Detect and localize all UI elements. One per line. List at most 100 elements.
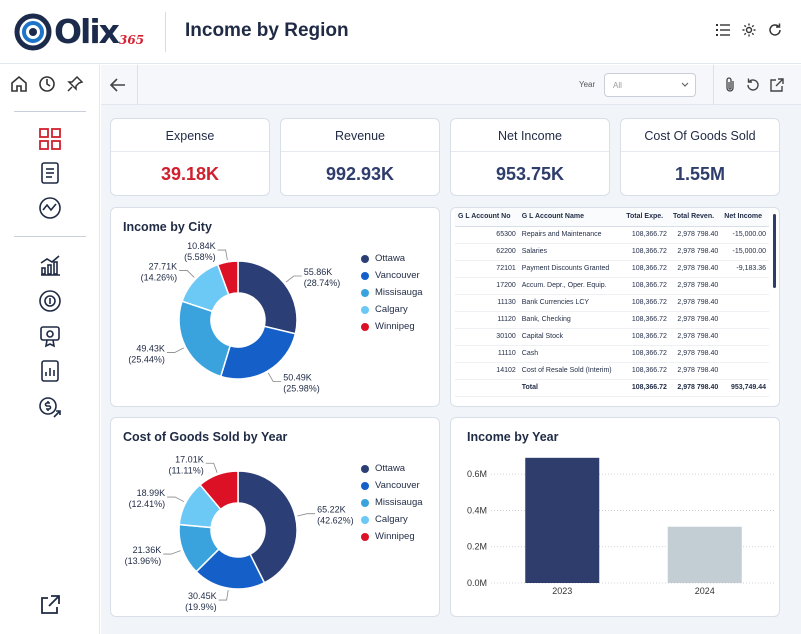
legend-item[interactable]: Missisauga — [361, 494, 423, 511]
kpi-card-net-income[interactable]: Net Income 953.75K — [450, 118, 610, 196]
table-cell: 953,749.44 — [721, 379, 769, 397]
table-row[interactable]: 11130 Bank Currencies LCY 108,366.72 2,978 … — [455, 294, 769, 312]
legend-swatch — [361, 532, 369, 541]
table-cell: 108,366.72 — [623, 328, 670, 346]
list-icon[interactable] — [715, 22, 731, 38]
external-link-icon[interactable] — [38, 593, 62, 617]
table-total-row[interactable]: Total 108,366.72 2,978 798.40 953,749.44 — [455, 379, 769, 397]
donut-slice-winnipeg[interactable] — [216, 260, 239, 296]
reset-icon[interactable] — [745, 77, 761, 93]
donut-slice-ottawa[interactable] — [237, 260, 298, 335]
table-row[interactable]: 72101 Payment Discounts Granted 108,366.72… — [455, 260, 769, 278]
kpi-card-revenue[interactable]: Revenue 992.93K — [280, 118, 440, 196]
table-cell: 11110 — [455, 345, 519, 363]
table-cell: Total — [518, 379, 624, 397]
donut-data-label: 27.71K — [149, 261, 178, 271]
legend-swatch — [361, 271, 369, 280]
legend-item[interactable]: Winnipeg — [361, 528, 423, 545]
table-cell: 2,978 798.40 — [669, 260, 722, 278]
donut-leader-line — [166, 347, 184, 353]
table-cell: 2,978 798.40 — [669, 379, 722, 397]
trend-circle-icon[interactable] — [38, 196, 62, 220]
legend-item[interactable]: Missisauga — [361, 284, 423, 301]
table-row[interactable]: 17200 Accum. Depr., Oper. Equip. 108,366.7… — [455, 277, 769, 295]
logo-sub: 365 — [119, 33, 145, 47]
kpi-value: 992.93K — [325, 164, 395, 184]
kpi-card-expense[interactable]: Expense 39.18K — [110, 118, 270, 196]
pin-icon[interactable] — [66, 75, 84, 93]
kpi-label: Expense — [165, 129, 215, 143]
table-row[interactable]: 11120 Bank, Checking 108,366.72 2,978 798.4… — [455, 311, 769, 329]
cogs-legend: Ottawa Vancouver Missisauga Calgary Winn… — [361, 460, 423, 545]
gl-account-table-card: G L Account No G L Account Name Total Ex… — [450, 207, 780, 407]
currency-cycle-icon[interactable] — [38, 289, 62, 313]
legend-item[interactable]: Calgary — [361, 301, 423, 318]
back-arrow-icon[interactable] — [109, 77, 127, 93]
y-tick-label: 0.0M — [467, 578, 487, 588]
gear-icon[interactable] — [741, 22, 757, 38]
table-cell: 17200 — [455, 277, 519, 295]
income-by-city-donut[interactable]: 55.86K(28.74%) 50.49K(25.98%) 49.43K(25.44… — [111, 208, 441, 408]
table-cell: 2,978 798.40 — [669, 277, 722, 295]
donut-slice-winnipeg[interactable] — [199, 470, 239, 511]
income-by-city-card: Income by City 55.86K (28.74%) 50.49K (25.9… — [110, 207, 440, 407]
clock-icon[interactable] — [38, 75, 56, 93]
legend-label: Winnipeg — [375, 321, 415, 332]
dollar-growth-icon[interactable] — [38, 396, 62, 420]
legend-item[interactable]: Calgary — [361, 511, 423, 528]
table-row[interactable]: 62200 Salaries 108,366.72 2,978 798.40 -15,0… — [455, 243, 769, 261]
kpi-divider — [281, 151, 439, 152]
table-cell: 65300 — [455, 226, 519, 244]
legend-item[interactable]: Ottawa — [361, 250, 423, 267]
column-header[interactable]: G L Account No — [455, 208, 519, 227]
table-cell: -15,000.00 — [721, 243, 769, 261]
home-icon[interactable] — [10, 75, 28, 93]
bar-2023[interactable] — [525, 457, 600, 583]
x-tick-label: 2024 — [695, 586, 715, 596]
kpi-card-cogs[interactable]: Cost Of Goods Sold 1.55M — [620, 118, 780, 196]
cogs-by-year-donut[interactable]: 65.22K(42.62%) 30.45K(19.9%) 21.36K(13.96%… — [111, 418, 441, 618]
open-new-icon[interactable] — [769, 77, 785, 93]
donut-slice-missisauga[interactable] — [178, 300, 232, 378]
legend-item[interactable]: Ottawa — [361, 460, 423, 477]
kpi-label: Net Income — [498, 129, 562, 143]
donut-percent-label: (12.41%) — [129, 499, 166, 509]
legend-item[interactable]: Vancouver — [361, 267, 423, 284]
bar-2024[interactable] — [667, 526, 742, 583]
analytics-report-icon[interactable] — [38, 359, 62, 383]
olix-logo[interactable]: Olix 365 — [14, 11, 146, 53]
table-row[interactable]: 30100 Capital Stock 108,366.72 2,978 798.40 — [455, 328, 769, 346]
table-cell: -15,000.00 — [721, 226, 769, 244]
sidebar-divider — [14, 111, 86, 112]
sidebar — [0, 65, 100, 634]
table-cell — [721, 277, 769, 295]
donut-percent-label: (25.98%) — [283, 384, 320, 394]
legend-label: Ottawa — [375, 463, 406, 474]
dashboard-grid-icon[interactable] — [38, 127, 62, 151]
refresh-icon[interactable] — [767, 22, 783, 38]
table-row[interactable]: 65300 Repairs and Maintenance 108,366.72 2,… — [455, 226, 769, 244]
certificate-icon[interactable] — [38, 324, 62, 348]
donut-slice-ottawa[interactable] — [237, 470, 298, 584]
income-by-year-bar-chart[interactable]: 0.0M 0.2M 0.4M 0.6M 2023 2024 — [451, 418, 781, 618]
column-header[interactable]: Total Reven. — [669, 208, 722, 227]
donut-slice-vancouver[interactable] — [219, 325, 297, 380]
report-document-icon[interactable] — [38, 161, 62, 185]
donut-data-label: 55.86K — [304, 267, 333, 277]
column-header[interactable]: G L Account Name — [518, 208, 624, 227]
column-header[interactable]: Net Income — [721, 208, 769, 227]
attachment-icon[interactable] — [723, 77, 737, 93]
legend-item[interactable]: Winnipeg — [361, 318, 423, 335]
legend-label: Vancouver — [375, 480, 420, 491]
donut-data-label: 18.99K — [137, 488, 166, 498]
toolbar-divider — [713, 65, 714, 105]
legend-item[interactable]: Vancouver — [361, 477, 423, 494]
table-cell: -9,183.36 — [721, 260, 769, 278]
bar-trend-icon[interactable] — [38, 253, 62, 277]
kpi-divider — [451, 151, 609, 152]
table-scrollbar[interactable] — [773, 214, 776, 288]
column-header[interactable]: Total Expe. — [623, 208, 670, 227]
table-row[interactable]: 14102 Cost of Resale Sold (Interim) 108,36… — [455, 362, 769, 380]
year-select[interactable]: All — [604, 73, 696, 97]
table-row[interactable]: 11110 Cash 108,366.72 2,978 798.40 — [455, 345, 769, 363]
